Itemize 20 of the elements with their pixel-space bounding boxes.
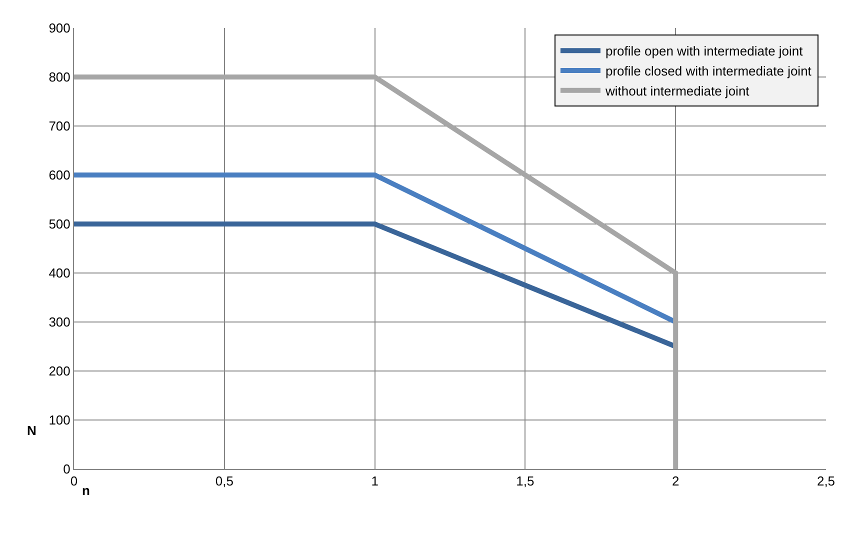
y-axis-title: N — [27, 423, 36, 438]
x-tick-label: 2 — [672, 474, 680, 489]
y-tick-label: 200 — [48, 364, 70, 379]
legend-label: without intermediate joint — [604, 83, 750, 98]
y-tick-label: 700 — [48, 118, 70, 134]
y-tick-label: 900 — [48, 20, 70, 36]
x-tick-label: 1 — [371, 474, 378, 489]
y-tick-label: 800 — [48, 70, 70, 85]
x-tick-label: 0,5 — [215, 474, 234, 489]
y-tick-label: 100 — [48, 412, 70, 428]
x-tick-label: 2,5 — [816, 474, 836, 489]
y-tick-label: 600 — [48, 168, 70, 183]
x-axis-title: n — [82, 483, 90, 498]
x-tick-label: 1,5 — [516, 474, 534, 489]
y-tick-label: 500 — [48, 216, 70, 232]
y-tick-label: 300 — [48, 314, 70, 330]
y-tick-label: 400 — [48, 266, 70, 281]
y-tick-label: 0 — [63, 462, 70, 477]
legend-label: profile open with intermediate joint — [605, 44, 804, 59]
legend-label: profile closed with intermediate joint — [605, 64, 812, 79]
